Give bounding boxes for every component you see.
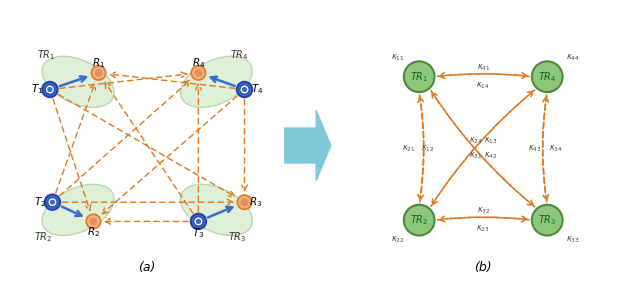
Circle shape [404, 205, 435, 235]
Circle shape [45, 194, 60, 210]
Text: $\kappa_{11}$: $\kappa_{11}$ [390, 52, 404, 63]
Circle shape [532, 205, 563, 235]
Circle shape [90, 218, 97, 225]
Text: $\kappa_{32}$: $\kappa_{32}$ [477, 206, 490, 217]
Circle shape [532, 61, 563, 92]
Circle shape [191, 66, 205, 80]
Text: $TR_4$: $TR_4$ [230, 48, 249, 62]
Circle shape [240, 85, 249, 94]
Text: $\kappa_{42}$: $\kappa_{42}$ [484, 151, 497, 161]
Circle shape [51, 200, 54, 204]
Text: $TR_3$: $TR_3$ [538, 213, 556, 227]
FancyArrow shape [285, 111, 331, 180]
Text: $T_2$: $T_2$ [33, 195, 45, 209]
Text: $T_4$: $T_4$ [250, 83, 263, 96]
Text: $\kappa_{34}$: $\kappa_{34}$ [549, 143, 563, 154]
Text: $\kappa_{22}$: $\kappa_{22}$ [390, 234, 404, 244]
Circle shape [45, 85, 54, 94]
Circle shape [48, 88, 52, 91]
Text: $R_4$: $R_4$ [192, 56, 205, 70]
Circle shape [195, 70, 202, 76]
Text: $\kappa_{31}$: $\kappa_{31}$ [469, 151, 482, 161]
Text: $TR_2$: $TR_2$ [35, 230, 52, 244]
Circle shape [95, 70, 102, 76]
Circle shape [48, 198, 57, 207]
Text: $\kappa_{43}$: $\kappa_{43}$ [528, 143, 541, 154]
Text: $T_3$: $T_3$ [192, 226, 205, 240]
Text: $\kappa_{23}$: $\kappa_{23}$ [477, 224, 490, 234]
Text: $\kappa_{33}$: $\kappa_{33}$ [566, 234, 580, 244]
Text: $\kappa_{21}$: $\kappa_{21}$ [402, 143, 415, 154]
Circle shape [237, 195, 252, 209]
Circle shape [404, 61, 435, 92]
Text: $\kappa_{14}$: $\kappa_{14}$ [476, 80, 490, 91]
Ellipse shape [180, 184, 252, 235]
Text: $R_3$: $R_3$ [248, 195, 262, 209]
Text: $TR_4$: $TR_4$ [538, 70, 557, 84]
Circle shape [194, 217, 203, 226]
Ellipse shape [42, 184, 114, 235]
Circle shape [237, 82, 252, 97]
Text: (a): (a) [138, 261, 156, 274]
Text: $\kappa_{13}$: $\kappa_{13}$ [484, 136, 497, 146]
Text: $\kappa_{12}$: $\kappa_{12}$ [422, 143, 435, 154]
Ellipse shape [180, 56, 252, 107]
Text: $TR_1$: $TR_1$ [410, 70, 428, 84]
Text: (b): (b) [474, 261, 492, 274]
Text: $TR_3$: $TR_3$ [228, 230, 246, 244]
Text: $R_1$: $R_1$ [92, 56, 105, 70]
Circle shape [42, 82, 58, 97]
Text: $\kappa_{41}$: $\kappa_{41}$ [477, 63, 490, 73]
Text: $TR_2$: $TR_2$ [410, 213, 428, 227]
Ellipse shape [42, 56, 114, 107]
Circle shape [86, 214, 100, 228]
Text: $T_1$: $T_1$ [31, 83, 44, 96]
Circle shape [243, 88, 246, 91]
Circle shape [92, 66, 106, 80]
Circle shape [196, 219, 200, 223]
Circle shape [241, 199, 248, 205]
Text: $R_2$: $R_2$ [87, 225, 100, 239]
Text: $\kappa_{24}$: $\kappa_{24}$ [468, 136, 483, 146]
Text: $\kappa_{44}$: $\kappa_{44}$ [566, 52, 580, 63]
Text: $TR_1$: $TR_1$ [37, 48, 55, 62]
Circle shape [191, 214, 206, 229]
